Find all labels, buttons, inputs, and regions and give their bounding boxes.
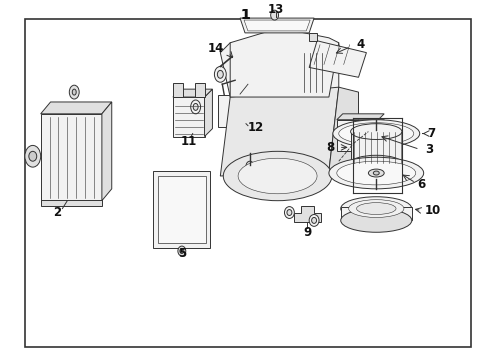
Ellipse shape (285, 207, 294, 219)
Text: 5: 5 (178, 247, 186, 261)
Ellipse shape (337, 161, 416, 185)
Bar (41, 200, 102, 206)
Text: 9: 9 (303, 226, 311, 239)
Text: 4: 4 (357, 38, 365, 51)
Ellipse shape (193, 103, 198, 111)
Polygon shape (230, 28, 339, 97)
Ellipse shape (178, 246, 186, 256)
Polygon shape (378, 120, 384, 151)
Ellipse shape (238, 158, 317, 194)
Polygon shape (102, 102, 112, 201)
Ellipse shape (215, 67, 226, 82)
Ellipse shape (373, 132, 379, 135)
Text: 13: 13 (268, 3, 284, 16)
Ellipse shape (270, 10, 278, 20)
Ellipse shape (329, 157, 424, 189)
Polygon shape (294, 206, 321, 222)
Ellipse shape (339, 123, 414, 144)
Bar (351, 132, 402, 163)
Polygon shape (246, 95, 254, 127)
Ellipse shape (72, 89, 76, 95)
Ellipse shape (312, 217, 317, 224)
Polygon shape (204, 89, 213, 136)
Ellipse shape (368, 130, 384, 138)
Text: 2: 2 (53, 206, 62, 219)
Text: 7: 7 (428, 127, 436, 140)
Polygon shape (41, 102, 112, 114)
Ellipse shape (223, 151, 332, 201)
Ellipse shape (373, 171, 379, 175)
Ellipse shape (69, 85, 79, 99)
Text: 1: 1 (240, 8, 250, 22)
Ellipse shape (357, 203, 396, 215)
Polygon shape (220, 87, 339, 176)
Polygon shape (309, 41, 367, 77)
Bar (158, 176, 205, 243)
Polygon shape (173, 89, 213, 97)
Ellipse shape (341, 208, 412, 232)
Text: 10: 10 (425, 204, 441, 217)
Ellipse shape (309, 215, 319, 226)
Polygon shape (244, 20, 310, 31)
Ellipse shape (351, 124, 402, 139)
Text: 11: 11 (181, 135, 197, 148)
Polygon shape (337, 114, 384, 120)
Ellipse shape (349, 200, 404, 217)
Bar (173, 83, 183, 97)
Ellipse shape (333, 120, 420, 147)
Ellipse shape (351, 155, 402, 171)
Polygon shape (329, 87, 359, 171)
Polygon shape (240, 18, 314, 33)
Bar (240, 80, 258, 94)
Ellipse shape (246, 161, 254, 171)
Bar (219, 95, 246, 127)
Ellipse shape (191, 100, 200, 114)
Bar (195, 83, 204, 97)
Text: 14: 14 (208, 42, 224, 55)
Polygon shape (309, 33, 317, 41)
Bar (41, 114, 102, 201)
Text: 12: 12 (248, 121, 264, 134)
Ellipse shape (218, 71, 223, 78)
Ellipse shape (25, 145, 41, 167)
Text: 8: 8 (326, 141, 335, 154)
Polygon shape (220, 43, 339, 97)
Bar (337, 120, 378, 151)
Text: 3: 3 (426, 143, 434, 156)
Bar (341, 207, 412, 220)
Text: 1: 1 (240, 8, 250, 22)
Ellipse shape (180, 248, 184, 253)
Ellipse shape (29, 151, 37, 161)
Bar (153, 171, 210, 248)
Bar (173, 97, 204, 136)
Ellipse shape (368, 169, 384, 177)
Text: 6: 6 (418, 179, 426, 192)
Ellipse shape (341, 197, 412, 220)
Ellipse shape (287, 210, 292, 216)
